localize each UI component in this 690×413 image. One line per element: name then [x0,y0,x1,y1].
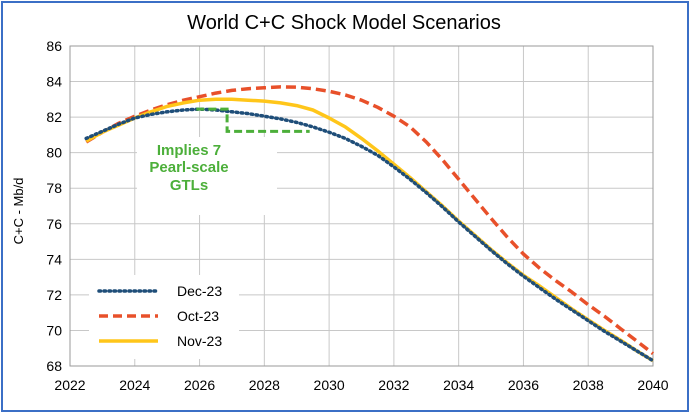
x-tick-label: 2040 [637,377,668,393]
y-tick-label: 76 [46,216,62,232]
annotation-line-3: GTLs [170,177,208,194]
x-tick-label: 2032 [378,377,409,393]
x-tick-label: 2022 [54,377,85,393]
legend-label-oct-23: Oct-23 [177,308,219,324]
y-tick-label: 84 [46,74,62,90]
y-tick-label: 86 [46,38,62,54]
line-chart: World C+C Shock Model Scenarios 68 70 72 74… [11,12,669,393]
y-tick-label: 80 [46,145,62,161]
chart-title: World C+C Shock Model Scenarios [187,12,501,34]
y-tick-label: 78 [46,180,62,196]
y-axis-label: C+C - Mb/d [11,178,26,245]
x-tick-label: 2026 [184,377,215,393]
x-tick-label: 2024 [119,377,150,393]
legend-label-nov-23: Nov-23 [177,333,222,349]
x-tick-labels: 2022 2024 2026 2028 2030 2032 2034 2036 2038 2040 [54,377,668,393]
series-line-oct-23 [85,85,655,355]
legend: Dec-23 Oct-23 Nov-23 [89,275,239,359]
x-tick-label: 2036 [508,377,539,393]
y-tick-label: 68 [46,358,62,374]
x-tick-label: 2030 [314,377,345,393]
annotation-bracket [196,107,310,133]
y-tick-label: 82 [46,109,62,125]
series-lines [84,85,655,363]
x-tick-label: 2034 [443,377,474,393]
annotation-line-2: Pearl-scale [149,159,228,176]
x-tick-label: 2038 [573,377,604,393]
legend-label-dec-23: Dec-23 [177,283,222,299]
annotation-line-1: Implies 7 [157,142,221,159]
annotation-background [137,137,277,215]
y-tick-labels: 68 70 72 74 76 78 80 82 84 86 [46,38,62,374]
y-tick-label: 74 [46,251,62,267]
gtl-annotation: Implies 7 Pearl-scale GTLs [137,107,310,215]
plot-area-border [69,45,654,367]
series-line-dec-23 [84,107,655,363]
y-tick-label: 72 [46,287,62,303]
y-tick-label: 70 [46,322,62,338]
x-tick-label: 2028 [249,377,280,393]
